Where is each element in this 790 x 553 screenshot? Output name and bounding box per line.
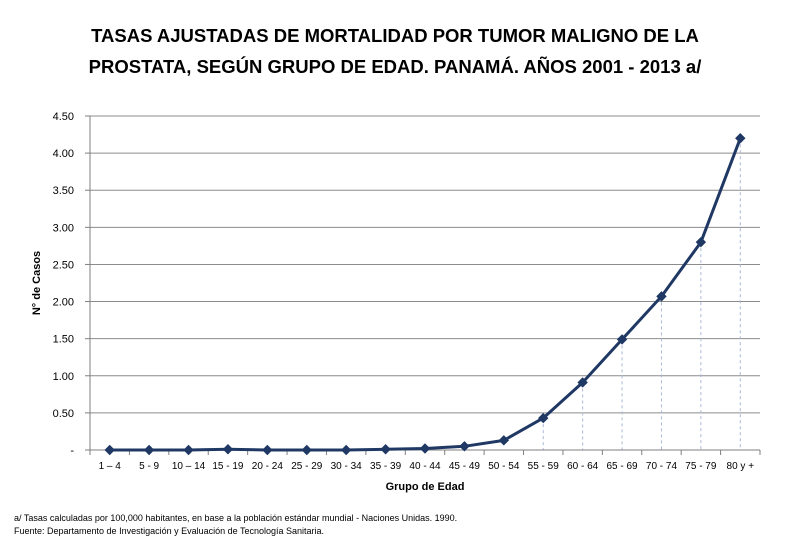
footnote-source: Fuente: Departamento de Investigación y … [14, 526, 325, 536]
x-tick-label: 55 - 59 [528, 461, 560, 472]
y-tick-label: 0.50 [53, 408, 74, 420]
series-polyline [108, 136, 742, 452]
gridlines [90, 115, 760, 414]
y-tick-labels: - 0.50 1.00 1.50 2.00 2.50 3.00 3.50 4.00 4.50 [53, 111, 75, 457]
x-tick-label: 45 - 49 [449, 461, 481, 472]
y-tick-label: 1.00 [53, 371, 74, 383]
series-markers [104, 133, 746, 456]
x-axis-label: Grupo de Edad [386, 481, 465, 493]
data-point [459, 441, 470, 452]
axes [85, 115, 761, 455]
data-point [222, 444, 234, 455]
x-tick-label: 5 - 9 [139, 461, 159, 472]
y-axis-label: N° de Casos [31, 251, 43, 315]
x-tick-label: 70 - 74 [646, 461, 678, 472]
x-tick-label: 50 - 54 [488, 461, 520, 472]
data-point [577, 377, 588, 388]
data-point [104, 444, 115, 456]
y-tick-label: 2.50 [53, 259, 74, 271]
x-tick-label: 30 - 34 [331, 461, 363, 472]
chart-title: TASAS AJUSTADAS DE MORTALIDAD POR TUMOR … [0, 20, 790, 82]
data-point [538, 412, 549, 424]
chart-title-line-2: PROSTATA, SEGÚN GRUPO DE EDAD. PANAMÁ. A… [88, 56, 702, 77]
data-point [301, 444, 312, 456]
data-point [419, 443, 431, 454]
chart-title-line-1: TASAS AJUSTADAS DE MORTALIDAD POR TUMOR … [91, 25, 699, 46]
y-tick-label: 4.00 [53, 148, 74, 160]
x-tick-labels: 1 – 4 5 - 9 10 – 14 15 - 19 20 - 24 25 - 29 30… [99, 461, 755, 472]
data-point [340, 444, 352, 456]
line-chart: - 0.50 1.00 1.50 2.00 2.50 3.00 3.50 4.00 4.50 1 … [31, 111, 761, 493]
x-tick-label: 65 - 69 [606, 461, 638, 472]
y-tick-label: 4.50 [53, 111, 74, 123]
data-point [262, 444, 273, 456]
x-tick-label: 10 – 14 [172, 461, 206, 472]
drop-lines [542, 138, 741, 450]
y-tick-label: - [70, 445, 74, 457]
footnote-rates: a/ Tasas calculadas por 100,000 habitant… [14, 513, 458, 523]
data-point [143, 444, 155, 456]
series-line [108, 136, 742, 452]
y-tick-label: 2.00 [53, 297, 74, 309]
data-point [735, 133, 746, 144]
data-point [498, 435, 510, 446]
x-tick-label: 1 – 4 [99, 461, 122, 472]
x-tick-label: 75 - 79 [685, 461, 717, 472]
x-tick-label: 15 - 19 [212, 461, 244, 472]
data-point [380, 444, 391, 455]
data-point [183, 444, 194, 456]
data-point [616, 334, 628, 345]
y-tick-label: 1.50 [53, 334, 74, 346]
x-tick-label: 20 - 24 [252, 461, 284, 472]
data-point [695, 236, 707, 248]
x-tick-label: 60 - 64 [567, 461, 599, 472]
x-tick-label: 40 - 44 [409, 461, 441, 472]
y-tick-label: 3.50 [53, 185, 74, 197]
x-tick-label: 80 y + [727, 461, 755, 472]
data-point [656, 291, 667, 302]
x-tick-label: 35 - 39 [370, 461, 402, 472]
y-tick-label: 3.00 [53, 222, 74, 234]
x-tick-label: 25 - 29 [291, 461, 323, 472]
